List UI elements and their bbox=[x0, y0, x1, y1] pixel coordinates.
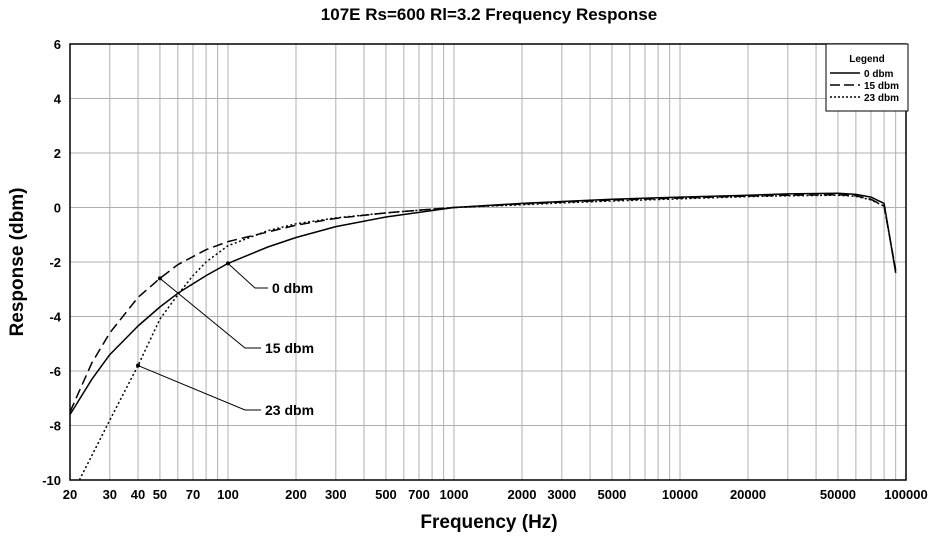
x-tick-label: 2000 bbox=[508, 487, 537, 502]
y-tick-label: 0 bbox=[54, 201, 61, 216]
x-tick-label: 100 bbox=[217, 487, 239, 502]
legend-entry-15dbm: 15 dbm bbox=[864, 81, 899, 92]
y-tick-label: 6 bbox=[54, 37, 61, 52]
x-tick-label: 50 bbox=[153, 487, 167, 502]
x-tick-label: 700 bbox=[408, 487, 430, 502]
annotation-leader bbox=[227, 262, 268, 289]
legend-box bbox=[825, 43, 909, 112]
annotation-leader bbox=[137, 365, 261, 411]
x-tick-label: 100000 bbox=[884, 487, 927, 502]
y-tick-label: -8 bbox=[49, 419, 61, 434]
plot-frame bbox=[69, 43, 907, 481]
y-axis: -10 -8 -6 -4 -2 0 2 4 6 bbox=[42, 37, 62, 488]
x-tick-label: 5000 bbox=[597, 487, 626, 502]
x-tick-label: 3000 bbox=[547, 487, 576, 502]
annotations: 0 dbm 15 dbm 23 dbm bbox=[136, 261, 314, 418]
x-tick-label: 10000 bbox=[662, 487, 698, 502]
series-line-15-dbm bbox=[69, 193, 897, 413]
y-tick-label: -4 bbox=[49, 310, 61, 325]
x-tick-label: 300 bbox=[325, 487, 347, 502]
grid bbox=[70, 44, 906, 480]
x-tick-label: 20000 bbox=[730, 487, 766, 502]
annotation-leader bbox=[159, 277, 261, 349]
y-tick-label: 4 bbox=[54, 92, 62, 107]
legend-title: Legend bbox=[849, 54, 885, 65]
annotation-marker bbox=[225, 261, 230, 266]
legend: Legend 0 dbm 15 dbm 23 dbm bbox=[825, 43, 909, 112]
annotation-label: 0 dbm bbox=[272, 280, 313, 296]
x-tick-label: 500 bbox=[375, 487, 397, 502]
y-tick-label: -10 bbox=[42, 473, 61, 488]
series-line-0-dbm bbox=[69, 192, 897, 415]
annotation-label: 23 dbm bbox=[265, 402, 314, 418]
x-axis: 20 30 40 50 70 100 200 300 500 700 1000 2000 3000 500… bbox=[63, 487, 928, 502]
x-tick-label: 50000 bbox=[820, 487, 856, 502]
annotation-label: 15 dbm bbox=[265, 340, 314, 356]
x-tick-label: 40 bbox=[131, 487, 145, 502]
series-line-23-dbm bbox=[78, 194, 897, 481]
y-axis-label: Response (dbm) bbox=[7, 188, 28, 337]
y-tick-label: -6 bbox=[49, 364, 61, 379]
legend-entry-23dbm: 23 dbm bbox=[864, 93, 899, 104]
x-tick-label: 70 bbox=[186, 487, 200, 502]
x-tick-label: 200 bbox=[285, 487, 307, 502]
x-axis-label: Frequency (Hz) bbox=[420, 512, 557, 533]
series-lines bbox=[69, 192, 897, 481]
x-tick-label: 1000 bbox=[440, 487, 469, 502]
y-tick-label: -2 bbox=[49, 255, 61, 270]
annotation-marker bbox=[157, 276, 162, 281]
legend-entry-0dbm: 0 dbm bbox=[864, 69, 894, 80]
x-tick-label: 30 bbox=[103, 487, 117, 502]
x-tick-label: 20 bbox=[63, 487, 77, 502]
annotation-marker bbox=[136, 363, 141, 368]
y-tick-label: 2 bbox=[54, 146, 61, 161]
chart-title: 107E Rs=600 Rl=3.2 Frequency Response bbox=[321, 5, 657, 24]
